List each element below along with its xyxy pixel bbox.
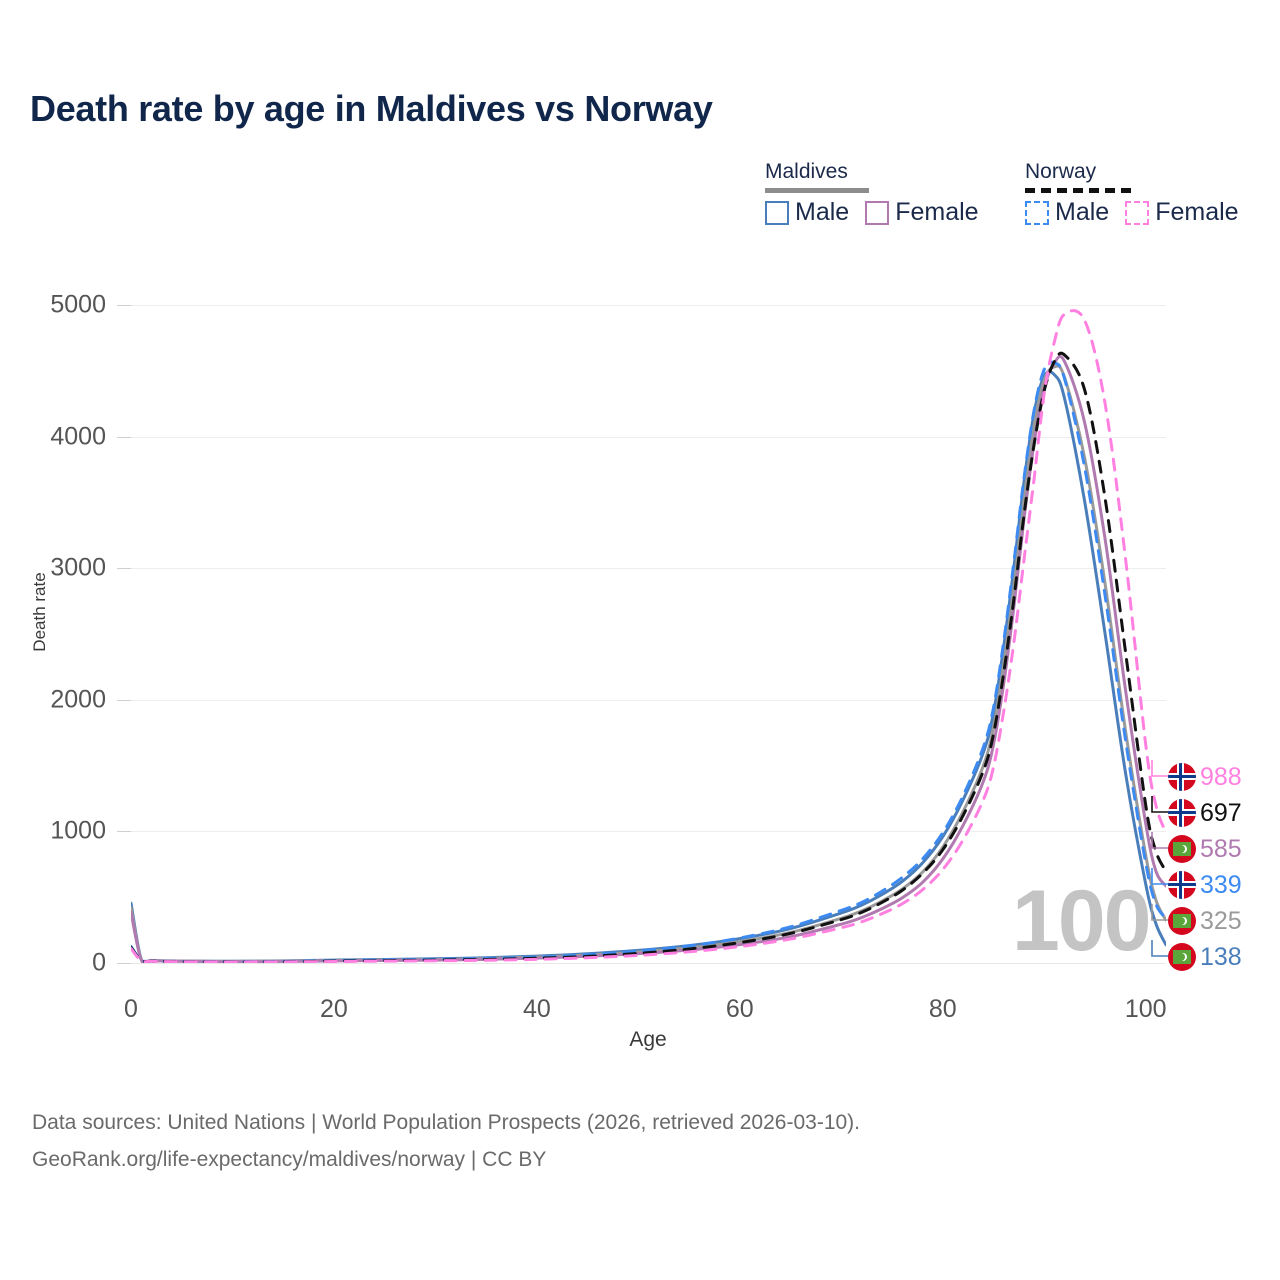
- y-axis-label: Death rate: [30, 572, 49, 652]
- x-tick-label: 20: [320, 995, 348, 1023]
- end-label-connector: [1151, 796, 1168, 813]
- y-tick-label: 4000: [50, 422, 106, 451]
- gridline: [131, 436, 1166, 438]
- y-tick-label: 0: [92, 948, 106, 977]
- end-label[interactable]: 138: [1168, 942, 1242, 972]
- chart-legend: Maldives Male Female Norway Male: [760, 160, 1260, 246]
- legend-group-maldives: Maldives Male Female: [765, 160, 979, 225]
- end-label[interactable]: 988: [1168, 762, 1242, 792]
- y-tick-label: 1000: [50, 816, 106, 845]
- end-label[interactable]: 325: [1168, 906, 1242, 936]
- y-tick-mark: [117, 305, 131, 306]
- y-tick-label: 2000: [50, 685, 106, 714]
- end-label-connector: [1151, 832, 1168, 849]
- end-label-connector: [1151, 904, 1168, 921]
- end-label-connectors: [1151, 760, 1168, 957]
- chart-watermark: 100: [1012, 873, 1151, 969]
- x-tick-label: 60: [725, 995, 754, 1023]
- footer-sources: Data sources: United Nations | World Pop…: [32, 1111, 861, 1134]
- page-title: Death rate by age in Maldives vs Norway: [30, 88, 713, 129]
- legend-rule-maldives: [765, 188, 869, 193]
- maldives-flag-icon: [1168, 907, 1196, 935]
- end-label-connector: [1151, 868, 1168, 885]
- y-tick-label: 3000: [50, 553, 106, 582]
- end-label-value: 325: [1200, 906, 1242, 935]
- legend-group-title-norway: Norway: [1025, 160, 1097, 183]
- legend-items-maldives: Male Female: [765, 200, 979, 225]
- x-axis-line: [131, 963, 1166, 964]
- y-tick-mark: [117, 963, 131, 964]
- legend-items-norway: Male Female: [1025, 200, 1239, 225]
- end-label-value: 988: [1200, 762, 1242, 791]
- y-tick-mark: [117, 436, 131, 438]
- gridline: [131, 568, 1166, 570]
- chart-plot-area: [131, 309, 1166, 963]
- end-label[interactable]: 585: [1168, 834, 1242, 864]
- end-label-connector: [1151, 940, 1168, 957]
- x-tick-label: 40: [522, 995, 551, 1023]
- series-line-maldives-male: [131, 370, 1166, 963]
- gridline: [131, 699, 1166, 701]
- legend-item-maldives-male[interactable]: Male: [765, 200, 849, 225]
- gridline: [131, 831, 1166, 833]
- series-line-norway-male: [131, 360, 1166, 963]
- legend-swatch-icon-norway-female: [1125, 200, 1150, 225]
- legend-swatch-icon-norway-male: [1025, 200, 1049, 225]
- y-tick-mark: [117, 699, 131, 701]
- end-label-value: 138: [1200, 942, 1242, 971]
- legend-label-norway-female: Female: [1155, 198, 1239, 226]
- legend-group-title-maldives: Maldives: [765, 160, 848, 183]
- x-tick-label: 100: [1124, 995, 1167, 1023]
- maldives-flag-icon: [1168, 943, 1196, 971]
- gridline: [131, 305, 1166, 306]
- legend-item-norway-male[interactable]: Male: [1025, 200, 1109, 225]
- legend-label-maldives-male: Male: [795, 198, 850, 226]
- legend-swatch-icon-maldives-male: [765, 200, 789, 225]
- legend-label-maldives-female: Female: [895, 198, 979, 226]
- end-label[interactable]: 697: [1168, 798, 1242, 828]
- x-axis-label: Age: [629, 1028, 667, 1051]
- series-end-labels: 988 697 585 339 325 138: [1168, 762, 1280, 982]
- y-tick-mark: [117, 831, 131, 833]
- x-tick-label: 0: [124, 995, 138, 1023]
- series-line-maldives-total: [131, 364, 1166, 963]
- x-tick-label: 80: [928, 995, 957, 1023]
- end-label-connector: [1151, 760, 1168, 777]
- y-tick-label: 5000: [50, 290, 106, 319]
- legend-swatch-icon-maldives-female: [865, 200, 890, 225]
- norway-flag-icon: [1168, 799, 1196, 827]
- end-label-value: 585: [1200, 834, 1242, 863]
- chart-footer: Data sources: United Nations | World Pop…: [32, 1105, 860, 1179]
- series-line-norway-female: [131, 309, 1166, 963]
- y-tick-mark: [117, 568, 131, 570]
- maldives-flag-icon: [1168, 835, 1196, 863]
- norway-flag-icon: [1168, 871, 1196, 899]
- legend-item-maldives-female[interactable]: Female: [865, 198, 979, 226]
- legend-group-norway: Norway Male Female: [1025, 160, 1239, 225]
- norway-flag-icon: [1168, 763, 1196, 791]
- end-label-value: 697: [1200, 798, 1242, 827]
- end-label-value: 339: [1200, 870, 1242, 899]
- legend-label-norway-male: Male: [1055, 198, 1110, 226]
- end-label[interactable]: 339: [1168, 870, 1242, 900]
- legend-rule-norway: [1025, 188, 1131, 193]
- footer-link[interactable]: GeoRank.org/life-expectancy/maldives/nor…: [32, 1147, 547, 1171]
- legend-item-norway-female[interactable]: Female: [1125, 198, 1239, 226]
